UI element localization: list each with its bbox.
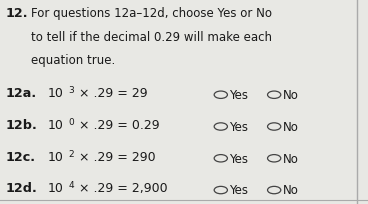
Text: 12.: 12.: [6, 7, 28, 20]
Text: 4: 4: [68, 181, 74, 190]
Text: 0: 0: [68, 117, 74, 126]
Text: No: No: [283, 89, 298, 102]
Text: 12a.: 12a.: [6, 87, 37, 100]
Text: Yes: Yes: [229, 89, 248, 102]
Text: 10: 10: [48, 118, 64, 131]
Text: 2: 2: [68, 149, 74, 158]
Text: to tell if the decimal 0.29 will make each: to tell if the decimal 0.29 will make ea…: [31, 31, 272, 43]
Text: × .29 = 290: × .29 = 290: [75, 150, 155, 163]
Text: Yes: Yes: [229, 120, 248, 133]
Text: 10: 10: [48, 87, 64, 100]
Text: No: No: [283, 184, 298, 196]
Text: 10: 10: [48, 150, 64, 163]
Text: No: No: [283, 120, 298, 133]
Text: × .29 = 0.29: × .29 = 0.29: [75, 118, 159, 131]
Text: × .29 = 2,900: × .29 = 2,900: [75, 182, 167, 194]
Text: Yes: Yes: [229, 152, 248, 165]
Text: No: No: [283, 152, 298, 165]
Text: 12d.: 12d.: [6, 182, 37, 194]
Text: 12c.: 12c.: [6, 150, 36, 163]
Text: equation true.: equation true.: [31, 54, 116, 67]
Text: Yes: Yes: [229, 184, 248, 196]
Text: 10: 10: [48, 182, 64, 194]
Text: 3: 3: [68, 86, 74, 95]
Text: 12b.: 12b.: [6, 118, 37, 131]
Text: For questions 12a–12d, choose Yes or No: For questions 12a–12d, choose Yes or No: [31, 7, 272, 20]
Text: × .29 = 29: × .29 = 29: [75, 87, 147, 100]
